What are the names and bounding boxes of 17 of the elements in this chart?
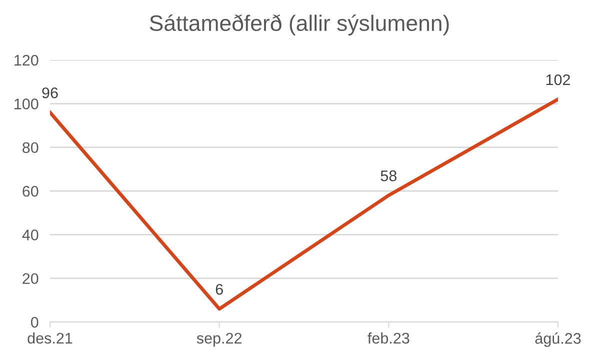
y-tick-label: 20 bbox=[22, 273, 38, 284]
x-tick-label: ágú.23 bbox=[535, 332, 581, 347]
chart-title: Sáttameðferð (allir sýslumenn) bbox=[150, 14, 449, 36]
y-tick-label: 100 bbox=[14, 98, 38, 110]
data-label: 6 bbox=[216, 284, 223, 295]
data-label: 96 bbox=[42, 87, 58, 98]
x-tick-label: des.21 bbox=[28, 332, 72, 344]
data-label: 58 bbox=[380, 170, 396, 182]
data-label: 102 bbox=[546, 74, 570, 86]
y-tick-label: 120 bbox=[14, 54, 38, 66]
y-tick-label: 40 bbox=[22, 230, 38, 240]
line-series bbox=[50, 98, 558, 311]
x-tick-label: feb.23 bbox=[368, 332, 410, 344]
y-tick-label: 60 bbox=[22, 186, 38, 197]
y-tick-label: 0 bbox=[30, 316, 38, 328]
y-tick-label: 80 bbox=[22, 142, 38, 154]
x-tick-label: sep.22 bbox=[196, 332, 242, 347]
